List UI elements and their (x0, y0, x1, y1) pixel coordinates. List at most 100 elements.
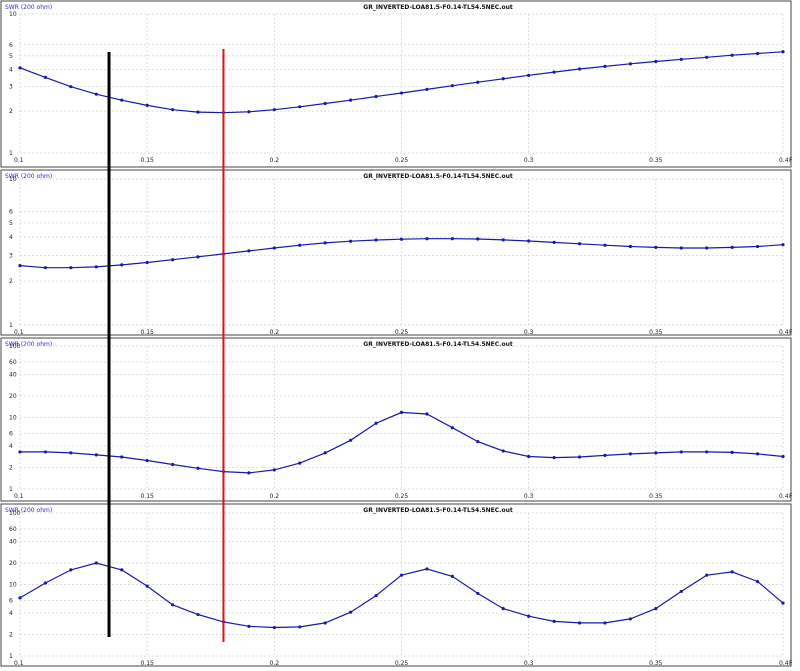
y-tick-label: 10 (9, 415, 17, 422)
data-point (552, 619, 556, 623)
data-point (196, 612, 200, 617)
data-point (425, 412, 429, 416)
data-point (705, 450, 709, 454)
data-point (247, 624, 251, 628)
data-point (705, 246, 709, 250)
x-tick-label: 0.15 (140, 660, 154, 667)
data-point (120, 98, 124, 102)
y-tick-label: 2 (9, 278, 13, 285)
data-point (399, 237, 404, 241)
y-tick-label: 40 (9, 371, 17, 378)
data-point (755, 244, 760, 249)
data-point (628, 617, 633, 621)
x-tick-label: 0.15 (140, 157, 154, 164)
data-point (501, 238, 505, 242)
y-tick-label: 100 (9, 510, 21, 517)
x-tick-label: 0.1 (14, 493, 24, 500)
y-tick-label: 1 (9, 150, 13, 157)
data-point (272, 468, 276, 472)
data-point (18, 66, 22, 70)
chart-title: GR_INVERTED-LOA81.5-F0.14-TL54.5NEC.out (363, 507, 513, 514)
y-tick-label: 20 (9, 560, 17, 567)
data-point (247, 249, 251, 253)
data-point (120, 455, 124, 459)
x-tick-label: 0.25 (395, 329, 409, 336)
data-point (603, 621, 607, 625)
y-tick-label: 60 (9, 526, 17, 533)
y-tick-label: 3 (9, 84, 13, 91)
data-point (94, 561, 98, 565)
data-point (679, 450, 683, 454)
data-point (94, 92, 98, 96)
x-tick-label: 0.3 (524, 660, 534, 667)
data-point (399, 91, 404, 95)
data-point (145, 584, 149, 588)
data-point (298, 461, 302, 465)
data-point (298, 625, 302, 629)
data-point (349, 98, 353, 102)
data-point (755, 51, 760, 56)
data-point (145, 103, 149, 108)
data-point (781, 454, 785, 459)
x-axis-label: F (789, 493, 793, 500)
y-tick-label: 1 (9, 653, 13, 660)
x-tick-label: 0.1 (14, 329, 24, 336)
data-point (603, 64, 607, 68)
x-tick-label: 0.15 (140, 493, 154, 500)
x-tick-label: 0.25 (395, 493, 409, 500)
x-tick-label: 0.2 (270, 157, 280, 164)
y-axis-label: SWR (200 ohm) (5, 507, 52, 514)
data-point (450, 84, 454, 88)
data-point (323, 621, 327, 625)
y-axis-label: SWR (200 ohm) (5, 4, 52, 11)
data-point (527, 454, 531, 459)
y-axis-label: SWR (200 ohm) (5, 173, 52, 180)
y-tick-label: 10 (9, 176, 17, 183)
data-point (552, 455, 556, 460)
y-tick-label: 2 (9, 108, 13, 115)
y-tick-label: 100 (9, 343, 21, 350)
data-point (781, 50, 785, 54)
x-tick-label: 0.35 (649, 329, 663, 336)
data-point (298, 105, 302, 109)
data-point (18, 596, 22, 600)
x-tick-label: 0.4 (779, 493, 789, 500)
x-tick-label: 0.15 (140, 329, 154, 336)
data-point (705, 573, 709, 577)
data-point (323, 241, 327, 245)
data-point (374, 421, 378, 425)
data-point (577, 621, 582, 625)
data-point (730, 53, 734, 57)
data-point (628, 452, 633, 456)
data-point (654, 245, 658, 250)
data-point (476, 237, 480, 241)
data-point (247, 471, 251, 475)
y-tick-label: 10 (9, 11, 17, 18)
data-point (374, 94, 378, 99)
y-tick-label: 2 (9, 631, 13, 638)
y-tick-label: 4 (9, 234, 13, 241)
x-tick-label: 0.25 (395, 157, 409, 164)
data-point (399, 410, 404, 414)
x-tick-label: 0.35 (649, 493, 663, 500)
data-point (272, 625, 276, 630)
data-point (603, 243, 607, 247)
x-tick-label: 0.3 (524, 493, 534, 500)
data-point (425, 87, 429, 91)
data-point (679, 57, 683, 61)
x-tick-label: 0.3 (524, 329, 534, 336)
y-tick-label: 60 (9, 359, 17, 366)
data-point (171, 603, 175, 607)
y-tick-label: 5 (9, 220, 13, 227)
x-tick-label: 0.25 (395, 660, 409, 667)
data-point (603, 453, 607, 458)
data-point (323, 451, 327, 455)
x-tick-label: 0.35 (649, 660, 663, 667)
data-point (247, 110, 251, 114)
x-tick-label: 0.35 (649, 157, 663, 164)
data-point (781, 601, 785, 605)
data-point (527, 239, 531, 243)
data-point (323, 101, 327, 106)
data-point (628, 244, 633, 249)
